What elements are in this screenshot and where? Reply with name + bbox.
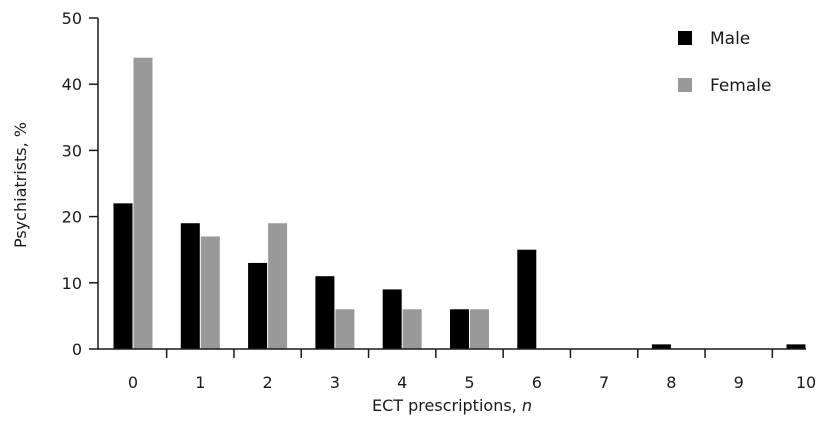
bar-male-2 bbox=[248, 262, 268, 349]
legend: Male Female bbox=[678, 29, 771, 96]
bar-female-2 bbox=[268, 223, 288, 349]
x-tick-label: 3 bbox=[330, 373, 340, 392]
y-tick-label: 30 bbox=[62, 141, 82, 160]
y-tick-label: 10 bbox=[62, 274, 82, 293]
bar-male-8 bbox=[651, 344, 671, 349]
y-tick-label: 20 bbox=[62, 208, 82, 227]
y-tick-label: 50 bbox=[62, 9, 82, 28]
bar-male-10 bbox=[786, 344, 806, 349]
x-tick-label: 7 bbox=[599, 373, 609, 392]
bar-male-5 bbox=[450, 309, 469, 349]
bar-female-3 bbox=[335, 309, 355, 349]
y-tick-label: 0 bbox=[72, 340, 82, 359]
legend-label-female: Female bbox=[710, 76, 771, 96]
x-tick-label: 6 bbox=[532, 373, 542, 392]
axes-layer bbox=[97, 18, 806, 350]
x-tick-label: 0 bbox=[128, 373, 138, 392]
bar-female-5 bbox=[470, 309, 489, 349]
x-tick-label: 9 bbox=[734, 373, 744, 392]
bars-layer bbox=[113, 57, 806, 349]
legend-swatch-male bbox=[678, 31, 692, 45]
x-tick-label: 2 bbox=[263, 373, 273, 392]
x-tick-label: 1 bbox=[195, 373, 205, 392]
legend-swatch-female bbox=[678, 78, 692, 92]
bar-male-3 bbox=[315, 276, 335, 349]
legend-label-male: Male bbox=[710, 29, 750, 49]
y-ticks: 0 10 20 30 40 50 bbox=[62, 9, 98, 359]
y-axis-title: Psychiatrists, % bbox=[11, 122, 30, 248]
bar-female-1 bbox=[200, 236, 220, 349]
bar-female-0 bbox=[133, 57, 153, 349]
x-tick-label: 4 bbox=[397, 373, 407, 392]
bar-male-6 bbox=[517, 249, 537, 349]
bar-male-4 bbox=[382, 289, 402, 349]
x-ticks: 0 1 2 3 4 5 6 7 8 9 10 bbox=[128, 349, 816, 392]
x-tick-label: 8 bbox=[666, 373, 676, 392]
x-tick-label: 5 bbox=[464, 373, 474, 392]
bar-male-1 bbox=[180, 223, 200, 349]
bar-male-0 bbox=[113, 203, 133, 349]
y-tick-label: 40 bbox=[62, 75, 82, 94]
x-tick-label: 10 bbox=[796, 373, 816, 392]
bar-female-4 bbox=[402, 309, 422, 349]
x-axis-title: ECT prescriptions, n bbox=[372, 396, 532, 415]
